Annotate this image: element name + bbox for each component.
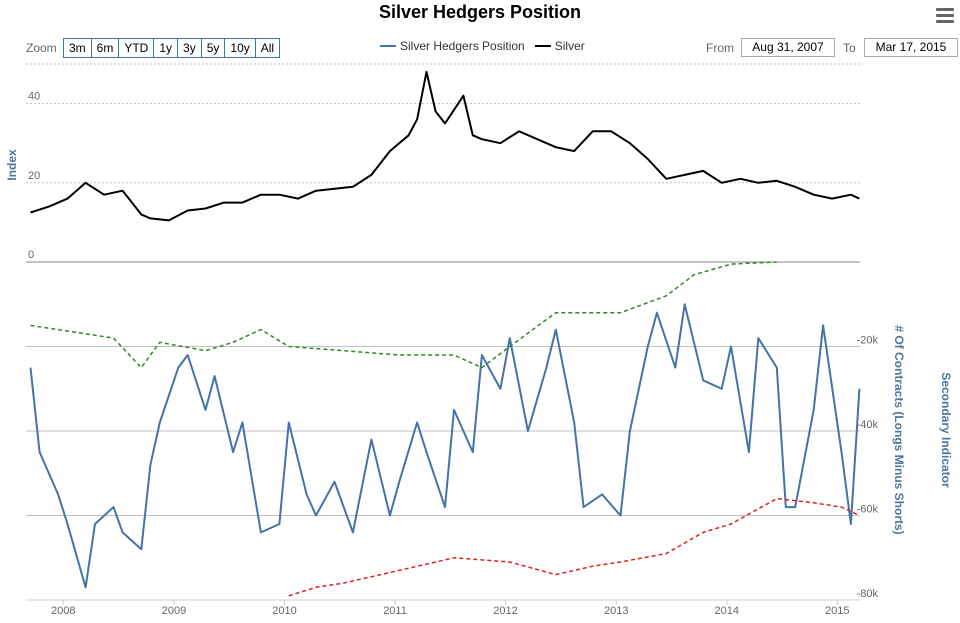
x-tick-label: 2011 <box>383 605 407 617</box>
lower-tick-label: -80k <box>857 588 879 600</box>
to-date-input[interactable]: Mar 17, 2015 <box>864 38 958 57</box>
secondary-axis-title: Secondary Indicator <box>939 372 953 488</box>
lower-tick-label: -40k <box>857 419 879 431</box>
x-tick-label: 2010 <box>272 605 296 617</box>
legend-label-silver: Silver <box>554 39 585 53</box>
zoom-button-1y[interactable]: 1y <box>154 39 179 57</box>
zoom-button-5y[interactable]: 5y <box>201 39 226 57</box>
legend: Silver Hedgers Position Silver <box>380 39 595 53</box>
lower-series-lower-band <box>288 497 860 597</box>
lower-tick-label: -20k <box>857 335 879 347</box>
x-tick-label: 2015 <box>825 605 849 617</box>
upper-tick-label: 40 <box>28 91 40 103</box>
legend-swatch-silver <box>534 45 551 47</box>
lower-tick-label: -60k <box>857 504 879 516</box>
zoom-button-10y[interactable]: 10y <box>225 39 256 57</box>
legend-item-hedgers[interactable]: Silver Hedgers Position <box>380 39 525 53</box>
x-tick-label: 2009 <box>162 605 186 617</box>
from-label: From <box>706 41 734 55</box>
zoom-button-ytd[interactable]: YTD <box>119 39 155 57</box>
zoom-label: Zoom <box>26 41 57 55</box>
legend-label-hedgers: Silver Hedgers Position <box>400 39 525 53</box>
zoom-button-6m[interactable]: 6m <box>91 39 120 57</box>
zoom-button-3y[interactable]: 3y <box>178 39 202 57</box>
x-tick-label: 2013 <box>604 605 628 617</box>
legend-swatch-hedgers <box>380 45 396 47</box>
legend-item-silver[interactable]: Silver <box>534 39 585 53</box>
upper-tick-label: 0 <box>28 249 34 261</box>
lower-series-silver-hedgers-position <box>29 303 861 589</box>
x-tick-label: 2008 <box>51 605 75 617</box>
lower-series-upper-band <box>30 261 777 369</box>
upper-tick-label: 20 <box>28 170 40 182</box>
from-date-input[interactable]: Aug 31, 2007 <box>741 38 835 57</box>
x-tick-label: 2012 <box>493 605 517 617</box>
lower-axis-title: # Of Contracts (Longs Minus Shorts) <box>892 325 906 534</box>
to-label: To <box>843 41 856 55</box>
zoom-button-3m[interactable]: 3m <box>64 39 92 57</box>
upper-axis-title: Index <box>5 149 19 181</box>
x-tick-label: 2014 <box>715 605 739 617</box>
menu-icon[interactable] <box>934 6 956 24</box>
page-title: Silver Hedgers Position <box>378 2 582 22</box>
zoom-button-all[interactable]: All <box>255 39 280 57</box>
upper-series-silver <box>30 70 860 222</box>
zoom-button-group: 3m 6m YTD 1y 3y 5y 10y All <box>63 38 281 58</box>
